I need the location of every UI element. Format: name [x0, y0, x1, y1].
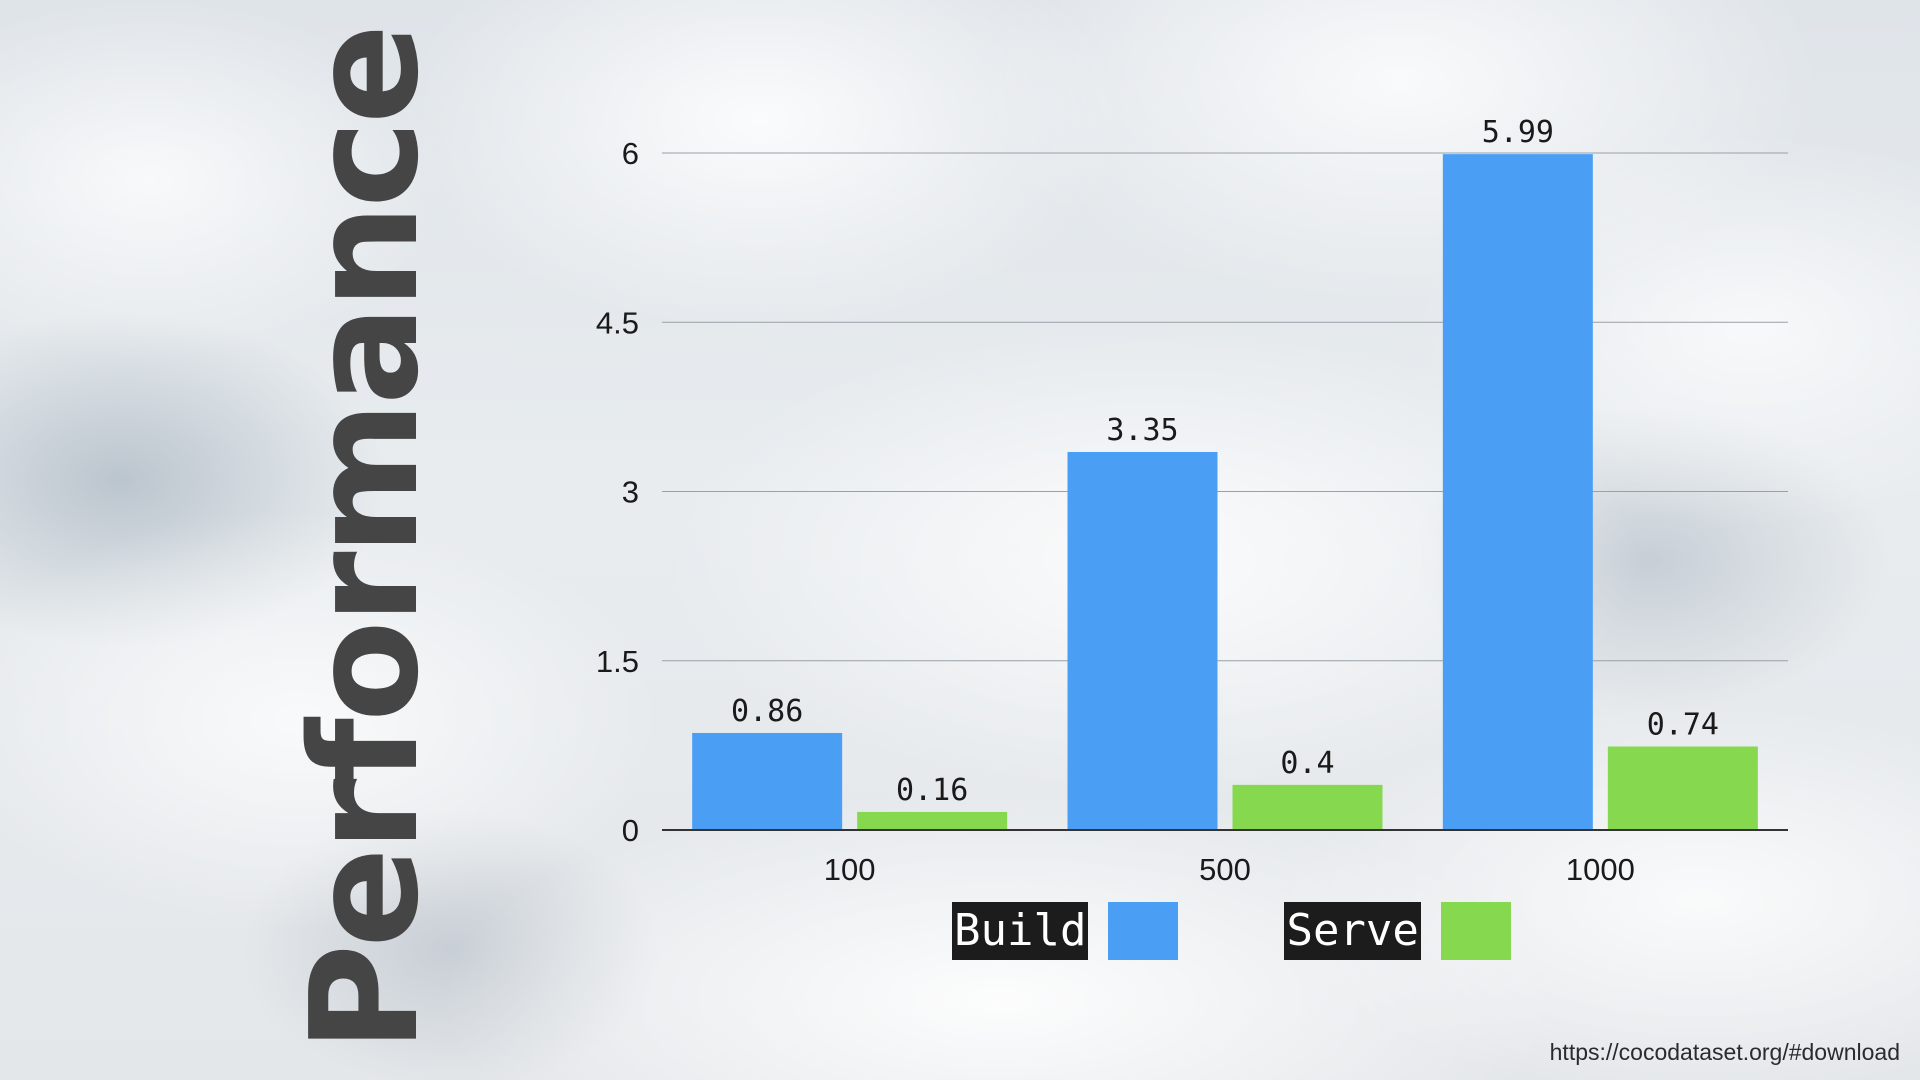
data-label: 0.86 — [731, 694, 803, 729]
legend-item-build: Build — [952, 902, 1179, 960]
x-tick-label: 500 — [1199, 852, 1251, 887]
y-tick-label: 1.5 — [596, 644, 639, 679]
x-tick-label: 100 — [824, 852, 876, 887]
bar-serve-100 — [857, 811, 1008, 830]
legend-label-serve: Serve — [1284, 902, 1421, 960]
bar-build-500 — [1067, 452, 1218, 830]
data-label: 5.99 — [1482, 115, 1554, 150]
bar-serve-500 — [1232, 784, 1383, 830]
x-tick-label: 1000 — [1566, 852, 1635, 887]
bar-build-1000 — [1442, 154, 1593, 831]
data-label: 0.16 — [896, 773, 968, 808]
y-tick-label: 3 — [622, 475, 639, 510]
bar-build-100 — [692, 732, 843, 830]
bar-serve-1000 — [1607, 746, 1758, 830]
y-tick-label: 0 — [622, 813, 639, 848]
y-axis-tick-labels: 0 1.5 3 4.5 6 — [596, 136, 639, 848]
y-tick-label: 6 — [622, 136, 639, 171]
legend-item-serve: Serve — [1284, 902, 1511, 960]
data-label: 3.35 — [1106, 413, 1178, 448]
data-label: 0.74 — [1647, 708, 1719, 743]
source-link[interactable]: https://cocodataset.org/#download — [1549, 1039, 1900, 1065]
x-axis-tick-labels: 100 500 1000 — [824, 852, 1635, 887]
bars — [692, 154, 1758, 831]
grid-lines — [662, 152, 1788, 662]
data-label: 0.4 — [1280, 746, 1334, 781]
legend-swatch-serve — [1440, 902, 1511, 960]
legend-label-build: Build — [952, 902, 1089, 960]
legend-swatch-build — [1108, 902, 1179, 960]
y-tick-label: 4.5 — [596, 305, 639, 340]
value-labels: 0.86 0.16 3.35 0.4 5.99 0.74 — [731, 115, 1719, 808]
chart-legend: Build Serve — [952, 902, 1617, 960]
